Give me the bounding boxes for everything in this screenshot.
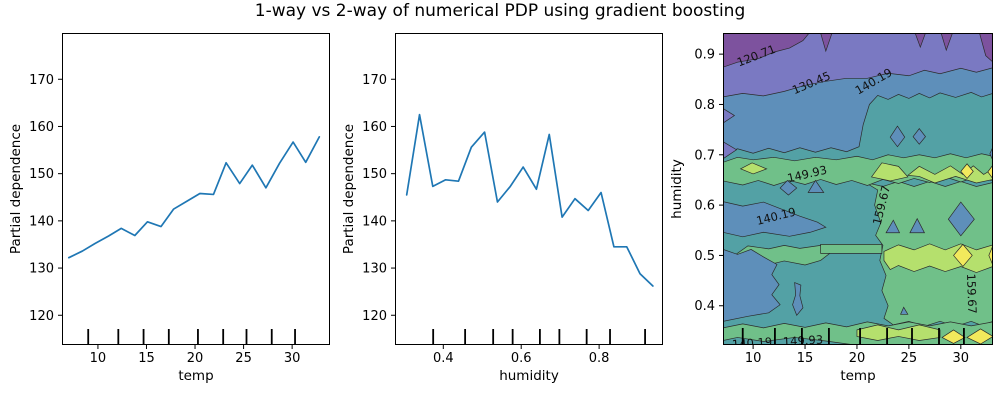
contour-band-yellow <box>960 163 974 179</box>
y-tick-label: 170 <box>362 73 387 88</box>
line-plot-canvas: 0.4 0.6 0.8 120 130 140 150 160 170 humidity Parti… <box>341 33 663 384</box>
y-tick-label: 160 <box>362 120 387 135</box>
pdp-line <box>405 113 654 287</box>
y-tick-label: 150 <box>29 167 54 182</box>
contour-level-label: 159.67 <box>964 273 979 314</box>
y-axis-label: humidity <box>669 159 685 219</box>
y-axis-label: Partial dependence <box>341 124 357 254</box>
x-tick-label: 10 <box>90 351 107 366</box>
axes-spines <box>723 33 993 345</box>
contour-band-steelblue <box>807 179 825 193</box>
contour-band-purple <box>723 33 810 68</box>
y-tick-label: 0.9 <box>694 48 715 63</box>
y-tick-label: 140 <box>362 214 387 229</box>
y-tick-label: 170 <box>29 73 54 88</box>
contour-band-green <box>820 244 883 254</box>
contour-band-steelblue <box>900 306 909 315</box>
contour-band-steelblue <box>885 219 901 234</box>
contour-band-yellow <box>988 245 993 266</box>
contour-band-periwinkle <box>723 141 738 160</box>
y-tick-label: 130 <box>29 262 54 277</box>
y-tick-label: 0.7 <box>694 148 715 163</box>
contour-band-lightgreen <box>739 162 768 175</box>
contour-band-yellow <box>941 329 966 344</box>
y-tick-label: 0.6 <box>694 199 715 214</box>
x-tick-label: 20 <box>187 351 204 366</box>
contour-band-lightgreen <box>870 162 909 182</box>
y-tick-label: 150 <box>362 167 387 182</box>
contour-band-steelblue <box>792 282 804 316</box>
contour-level-label: 140.19 <box>732 335 773 352</box>
x-tick-label: 25 <box>235 351 252 366</box>
contour-band-periwinkle <box>723 108 736 124</box>
y-tick-label: 140 <box>29 214 54 229</box>
pdp-line-plot-humidity: 0.4 0.6 0.8 120 130 140 150 160 170 humidity Parti… <box>341 33 663 384</box>
pdp-line-plot-temp: 10 15 20 25 30 120 130 140 150 160 170 temp Partial … <box>8 33 330 384</box>
contour-band-steelblue <box>947 201 975 237</box>
contour-band-yellow <box>953 243 973 268</box>
y-tick-label: 160 <box>29 120 54 135</box>
x-tick-label: 30 <box>284 351 301 366</box>
contour-band-periwinkle <box>723 33 993 98</box>
x-tick-label: 15 <box>138 351 155 366</box>
contour-band-steelblue <box>889 125 906 148</box>
y-tick-label: 0.4 <box>694 299 715 314</box>
x-tick-label: 10 <box>745 351 762 366</box>
contour-band-steelblue <box>912 128 926 145</box>
y-tick-label: 120 <box>29 309 54 324</box>
pdp-contour-plot-temp-humidity: 120.71 130.45 140.19 149.93 159.67 140.19 159.… <box>669 33 993 384</box>
contour-band-purple <box>979 33 993 63</box>
contour-band-purple <box>820 33 833 53</box>
contour-band-steelblue <box>723 249 781 322</box>
contour-band-purple <box>914 33 926 49</box>
x-tick-label: 30 <box>953 351 970 366</box>
x-tick-label: 0.4 <box>433 351 454 366</box>
x-axis-label: temp <box>178 368 213 384</box>
x-tick-label: 15 <box>797 351 814 366</box>
line-plot-canvas: 10 15 20 25 30 120 130 140 150 160 170 temp Partial … <box>8 33 330 384</box>
contour-band-steelblue <box>723 201 827 238</box>
axes-spines <box>395 33 663 345</box>
x-tick-label: 0.6 <box>511 351 532 366</box>
x-axis-label: temp <box>840 368 875 384</box>
contour-band-yellow <box>987 164 993 180</box>
y-tick-label: 120 <box>362 309 387 324</box>
x-axis-label: humidity <box>499 368 559 384</box>
contour-band-steelblue <box>909 217 926 234</box>
contour-band-yellow <box>966 328 993 345</box>
pdp-line <box>67 135 321 259</box>
contour-band-purple <box>940 33 953 52</box>
y-tick-label: 0.8 <box>694 98 715 113</box>
x-tick-label: 0.8 <box>589 351 610 366</box>
y-axis-label: Partial dependence <box>8 124 24 254</box>
axes-spines <box>62 33 330 345</box>
contour-level-label: 149.93 <box>783 332 824 348</box>
x-tick-label: 25 <box>901 351 918 366</box>
contour-band-lightgreen <box>856 324 941 341</box>
y-tick-label: 130 <box>362 262 387 277</box>
figure-title: 1-way vs 2-way of numerical PDP using gr… <box>254 1 746 21</box>
y-tick-label: 0.5 <box>694 249 715 264</box>
contour-band-steelblue <box>779 179 798 196</box>
x-tick-label: 20 <box>849 351 866 366</box>
